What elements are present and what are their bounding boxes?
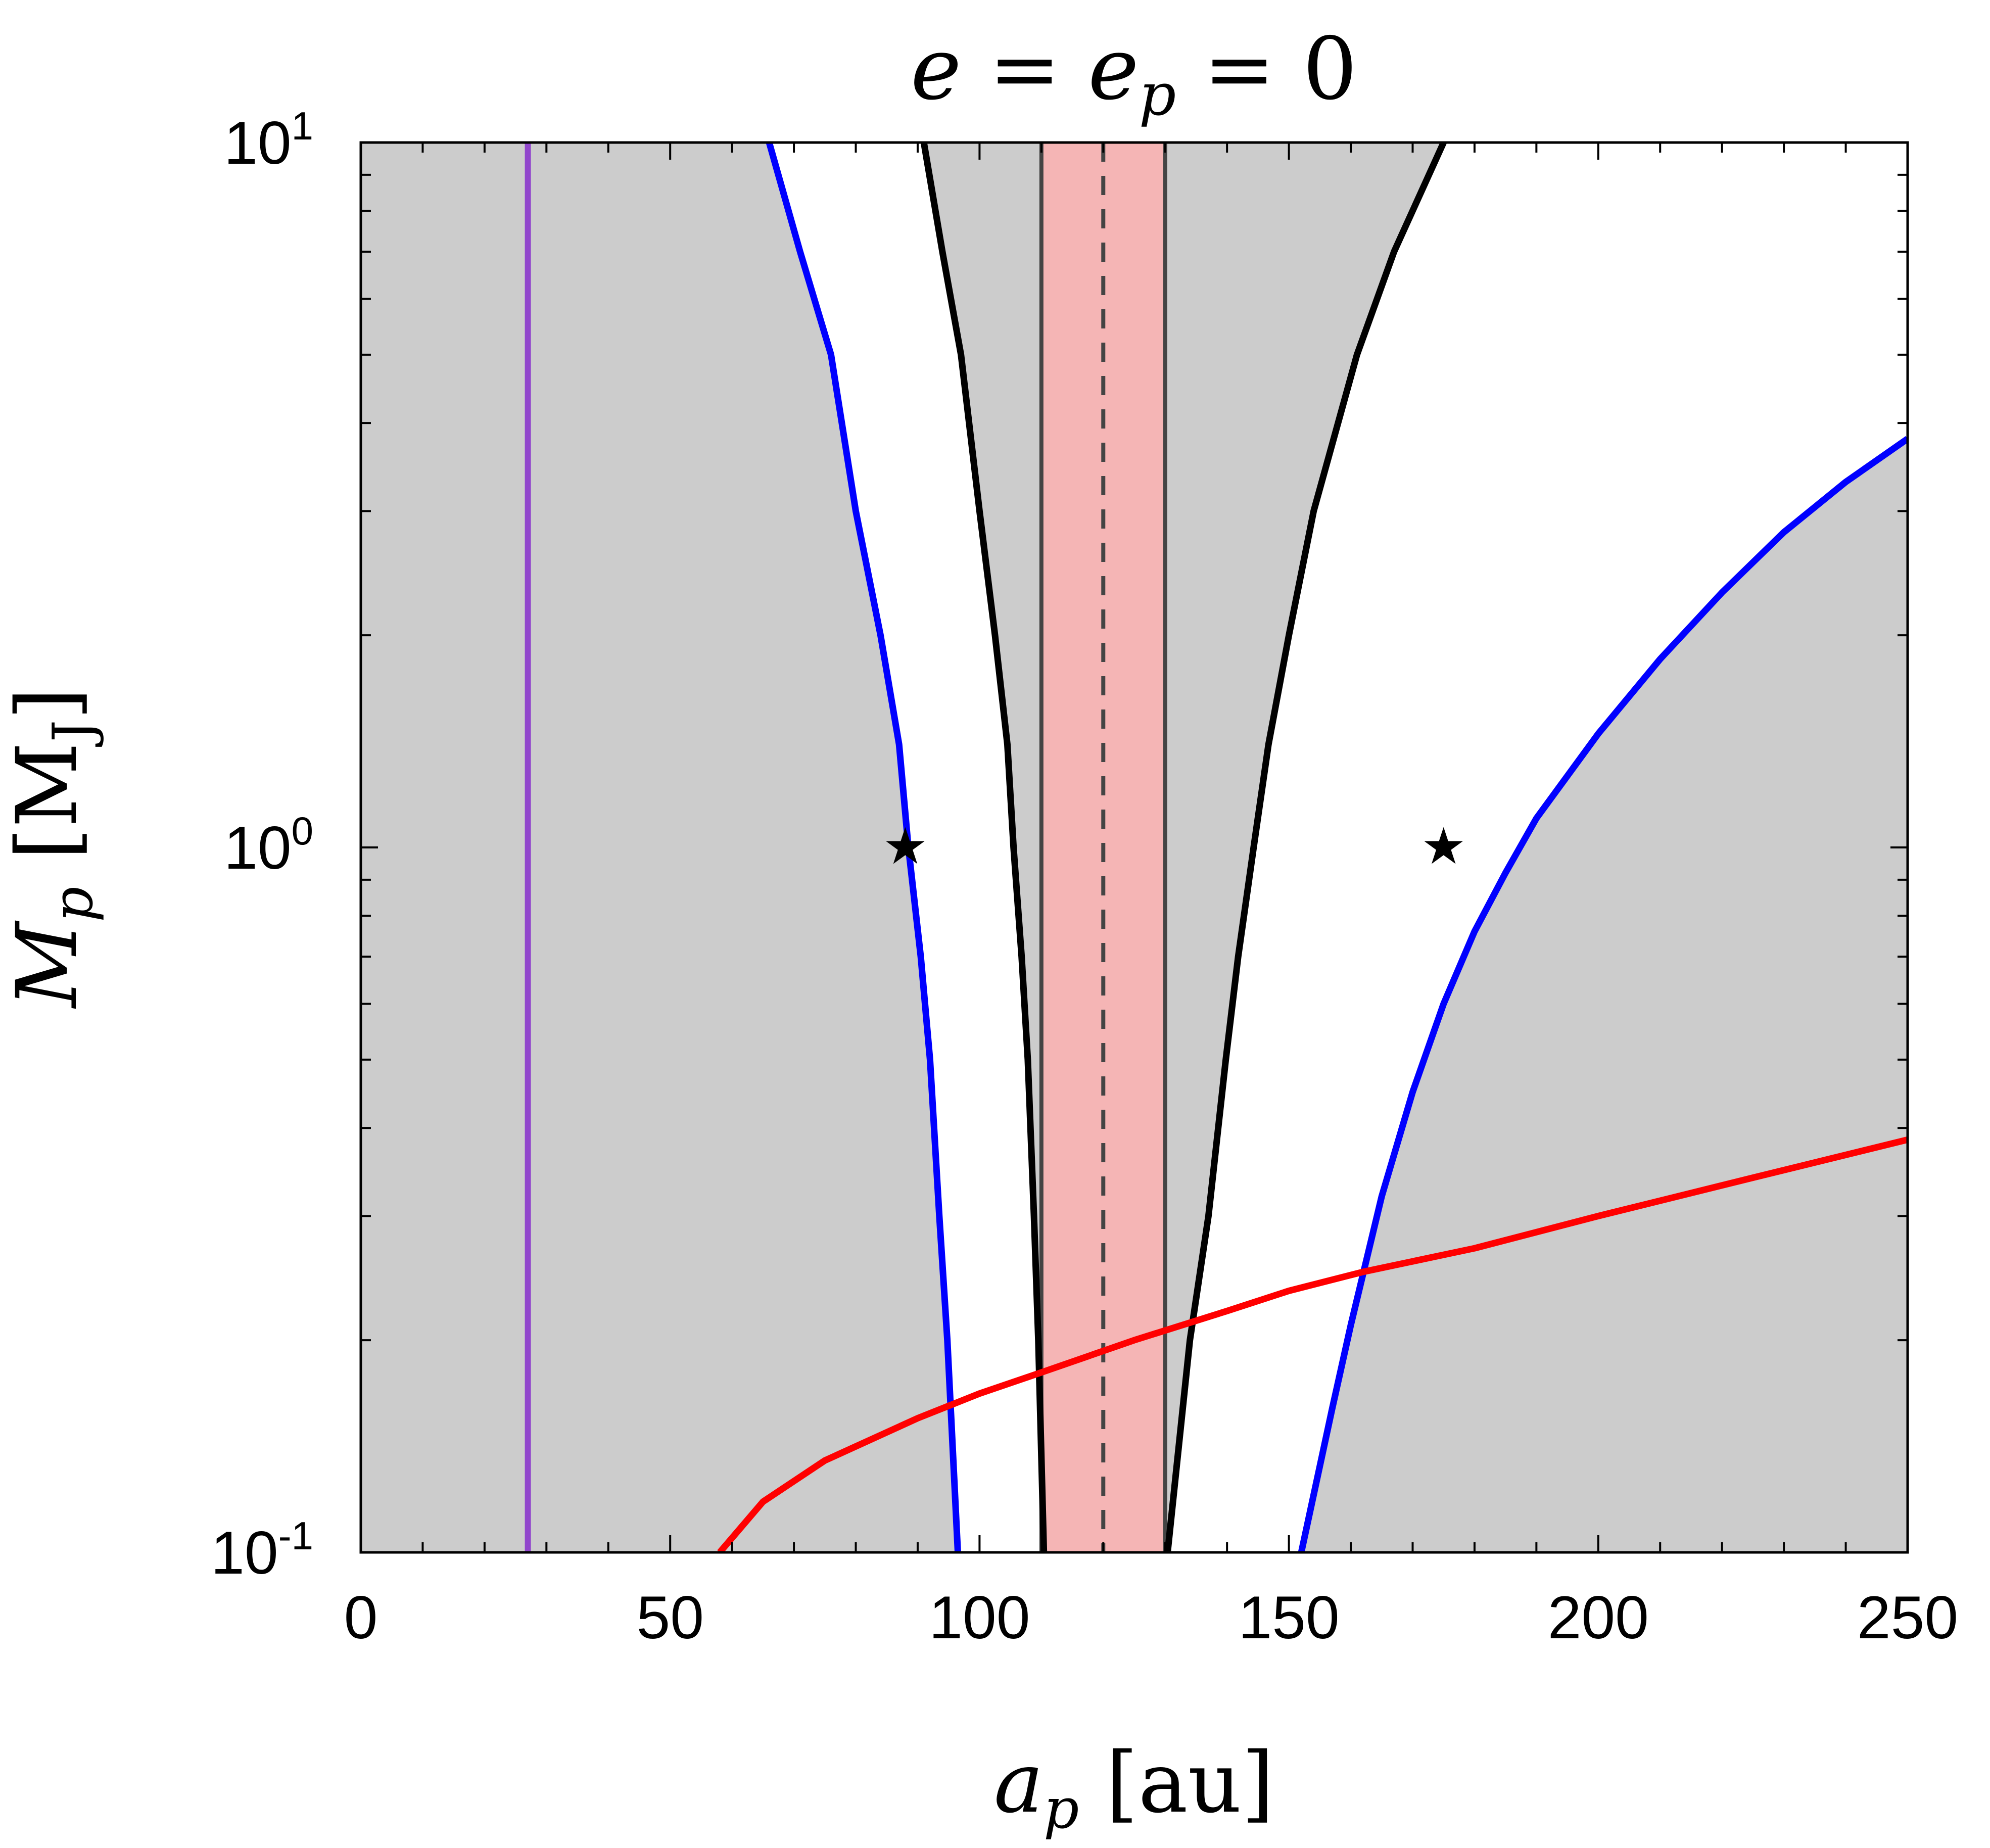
black-inner	[920, 143, 1048, 1552]
star-marker-2: ★	[1421, 817, 1466, 876]
x-tick-label: 50	[636, 1584, 703, 1651]
x-tick-label: 200	[1548, 1584, 1649, 1651]
plot-frame	[359, 141, 1909, 1554]
black-outer	[1164, 143, 1447, 1552]
x-tick-label: 100	[929, 1584, 1030, 1651]
shaded-region-right	[1301, 439, 1908, 1552]
y-tick-label: 101	[224, 104, 313, 177]
x-tick-label: 250	[1857, 1584, 1958, 1651]
blue-outer	[1298, 436, 1908, 1552]
chart-title: e = ep = 0	[911, 19, 1357, 129]
red-curve	[717, 1136, 1908, 1552]
y-tick-label: 10-1	[211, 1513, 313, 1587]
x-tick-label: 150	[1238, 1584, 1339, 1651]
star-marker-1: ★	[883, 817, 928, 876]
x-axis-label: ap [au]	[994, 1734, 1274, 1841]
y-axis-label: Mp [MJ]	[0, 687, 105, 1009]
x-tick-label: 0	[344, 1584, 378, 1651]
blue-inner	[766, 143, 961, 1552]
y-tick-label: 100	[224, 809, 313, 882]
shaded-region-left	[361, 143, 958, 1552]
